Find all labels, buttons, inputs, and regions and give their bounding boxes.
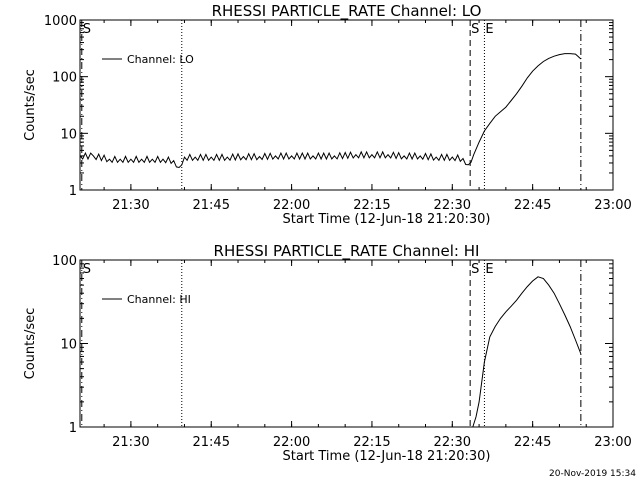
y-tick-label: 100: [52, 71, 77, 86]
y-tick-label: 100: [52, 254, 77, 269]
y-tick-label: 1: [69, 184, 77, 199]
y-tick-label: 10: [60, 338, 77, 353]
series-line: [79, 53, 582, 169]
chart-title: RHESSI PARTICLE_RATE Channel: HI: [214, 242, 480, 261]
x-tick-label: 21:45: [193, 435, 230, 450]
x-tick-label: 23:00: [594, 435, 631, 450]
chart-title: RHESSI PARTICLE_RATE Channel: LO: [212, 2, 482, 21]
plot-frame: [79, 259, 614, 428]
event-marker-label: S: [471, 262, 479, 277]
x-axis-label: Start Time (12-Jun-18 21:20:30): [283, 212, 491, 227]
x-tick-label: 21:45: [193, 198, 230, 213]
legend-label: Channel: HI: [127, 293, 191, 306]
x-tick-label: 23:00: [594, 198, 631, 213]
y-tick-label: 1000: [44, 14, 77, 29]
y-axis-label: Counts/sec: [23, 308, 38, 380]
x-tick-label: 22:45: [514, 198, 551, 213]
x-axis-label: Start Time (12-Jun-18 21:20:30): [283, 449, 491, 464]
series-line: [472, 276, 582, 428]
y-tick-label: 1: [69, 421, 77, 436]
footer-timestamp: 20-Nov-2019 15:34: [549, 469, 636, 479]
event-marker-label: S: [471, 22, 479, 37]
event-marker-label: E: [485, 262, 493, 277]
y-axis-label: Counts/sec: [23, 69, 38, 141]
x-tick-label: 21:30: [112, 435, 149, 450]
event-marker-label: S: [83, 22, 91, 37]
x-tick-label: 22:00: [273, 198, 310, 213]
x-tick-label: 22:15: [353, 435, 390, 450]
chart-panel-hi: RHESSI PARTICLE_RATE Channel: HI 21:30 21:…: [23, 242, 632, 464]
event-marker-label: E: [485, 22, 493, 37]
x-tick-label: 22:45: [514, 435, 551, 450]
chart-panel-lo: RHESSI PARTICLE_RATE Channel: LO 21:30 21:…: [23, 2, 632, 227]
event-marker-label: S: [83, 262, 91, 277]
legend-label: Channel: LO: [127, 53, 194, 66]
x-tick-label: 22:30: [434, 435, 471, 450]
x-tick-label: 22:15: [353, 198, 390, 213]
x-tick-label: 21:30: [112, 198, 149, 213]
x-tick-label: 22:30: [434, 198, 471, 213]
y-tick-label: 10: [60, 127, 77, 142]
x-tick-label: 22:00: [273, 435, 310, 450]
plot-frame: [79, 19, 614, 191]
